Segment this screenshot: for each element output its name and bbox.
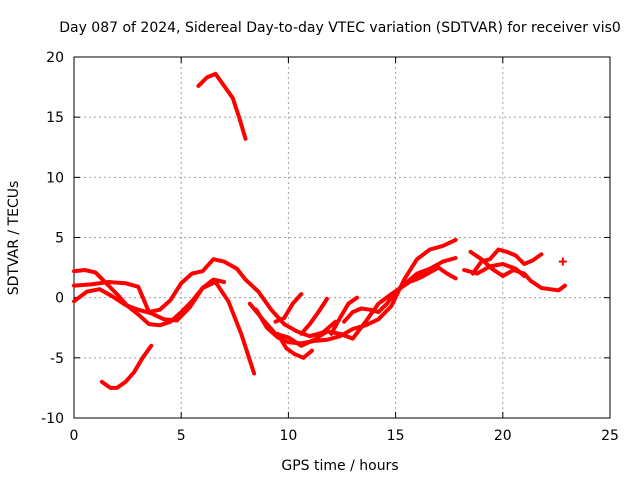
grid: [74, 57, 610, 418]
series-arc-8: [275, 331, 314, 360]
x-tick-label: 25: [601, 428, 619, 444]
series-arc-4: [72, 280, 257, 376]
y-tick-label: 15: [46, 110, 64, 126]
x-tick-label: 5: [177, 428, 186, 444]
series-arc-12: [342, 266, 432, 324]
series-arc-1: [196, 71, 248, 141]
x-tick-label: 10: [279, 428, 297, 444]
chart-title: Day 087 of 2024, Sidereal Day-to-day VTE…: [59, 20, 621, 36]
series-arc-10: [299, 296, 329, 336]
series-arc-7: [247, 256, 458, 348]
series-group: [72, 71, 567, 390]
y-tick-label: 20: [46, 50, 64, 66]
axis-ticks: 0 5 10 15 20 25 -10 -5 0 5 10 15 20: [41, 50, 619, 444]
series-arc-5: [72, 257, 338, 339]
series-arc-9: [273, 292, 304, 324]
x-tick-label: 0: [70, 428, 79, 444]
series-arc-6: [254, 237, 458, 346]
x-axis-label: GPS time / hours: [281, 458, 398, 474]
series-arc-2: [99, 343, 154, 390]
y-tick-label: -10: [41, 411, 64, 427]
y-tick-label: -5: [50, 351, 64, 367]
x-tick-label: 20: [494, 428, 512, 444]
y-axis-label: SDTVAR / TECUs: [6, 181, 22, 296]
y-tick-label: 10: [46, 170, 64, 186]
y-tick-label: 5: [55, 231, 64, 247]
x-tick-label: 15: [387, 428, 405, 444]
series-arc-11: [329, 295, 359, 336]
series-arc-13: [410, 265, 458, 283]
series-arc-17: [558, 257, 567, 266]
y-tick-label: 0: [55, 291, 64, 307]
series-arc-16: [462, 262, 527, 278]
